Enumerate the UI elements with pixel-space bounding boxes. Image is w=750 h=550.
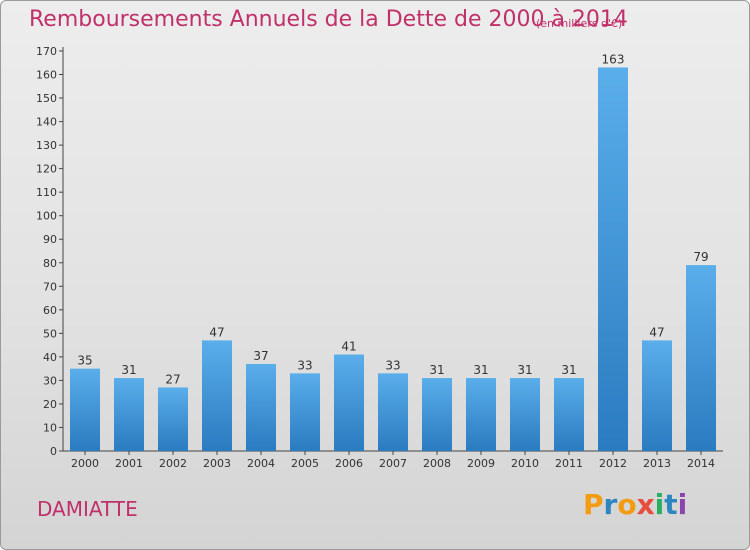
y-tick-label: 110 bbox=[36, 186, 57, 199]
logo-letter: t bbox=[664, 488, 678, 521]
logo-letter: i bbox=[677, 488, 688, 521]
logo-letter: r bbox=[603, 488, 618, 521]
x-tick-label: 2000 bbox=[71, 457, 99, 470]
value-label: 31 bbox=[517, 363, 532, 377]
value-label: 27 bbox=[165, 372, 180, 386]
y-tick-label: 170 bbox=[36, 45, 57, 58]
bar-2009[interactable] bbox=[466, 378, 496, 451]
bar-2003[interactable] bbox=[202, 340, 232, 451]
value-label: 35 bbox=[77, 354, 92, 368]
bar-2005[interactable] bbox=[290, 373, 320, 451]
x-tick-label: 2010 bbox=[511, 457, 539, 470]
value-label: 163 bbox=[602, 52, 625, 66]
y-tick-label: 140 bbox=[36, 116, 57, 129]
y-tick-label: 0 bbox=[50, 445, 57, 458]
y-tick-label: 40 bbox=[43, 351, 57, 364]
y-tick-label: 130 bbox=[36, 139, 57, 152]
bar-2008[interactable] bbox=[422, 378, 452, 451]
logo-letter: i bbox=[654, 488, 665, 521]
chart-unit: (en milliers d'€) bbox=[536, 17, 623, 30]
x-tick-label: 2009 bbox=[467, 457, 495, 470]
y-tick-label: 150 bbox=[36, 92, 57, 105]
y-tick-label: 100 bbox=[36, 210, 57, 223]
value-label: 47 bbox=[209, 325, 224, 339]
bar-2002[interactable] bbox=[158, 387, 188, 451]
proxiti-logo[interactable]: Proxiti bbox=[583, 488, 687, 521]
value-label: 31 bbox=[121, 363, 136, 377]
x-tick-label: 2007 bbox=[379, 457, 407, 470]
value-label: 33 bbox=[385, 358, 400, 372]
value-label: 37 bbox=[253, 349, 268, 363]
bar-2001[interactable] bbox=[114, 378, 144, 451]
value-label: 31 bbox=[561, 363, 576, 377]
bar-2004[interactable] bbox=[246, 363, 276, 451]
chart-bars bbox=[70, 67, 716, 452]
logo-letter: o bbox=[617, 488, 637, 521]
bar-2007[interactable] bbox=[378, 373, 408, 451]
value-label: 31 bbox=[429, 363, 444, 377]
logo-letter: x bbox=[636, 488, 655, 521]
y-tick-label: 30 bbox=[43, 374, 57, 387]
value-label: 33 bbox=[297, 358, 312, 372]
x-tick-label: 2014 bbox=[687, 457, 715, 470]
value-label: 79 bbox=[693, 250, 708, 264]
bar-2011[interactable] bbox=[554, 378, 584, 451]
chart-axes: 0 10 20 30 40 50 60 70 80 90 100 110 120 130 140 150 160… bbox=[36, 45, 723, 470]
x-tick-label: 2006 bbox=[335, 457, 363, 470]
y-tick-label: 80 bbox=[43, 257, 57, 270]
bar-2012[interactable] bbox=[598, 67, 628, 452]
x-tick-label: 2001 bbox=[115, 457, 143, 470]
x-tick-label: 2005 bbox=[291, 457, 319, 470]
y-tick-label: 90 bbox=[43, 233, 57, 246]
bar-2014[interactable] bbox=[686, 265, 716, 451]
bar-2006[interactable] bbox=[334, 354, 364, 451]
value-label: 47 bbox=[649, 325, 664, 339]
x-tick-label: 2013 bbox=[643, 457, 671, 470]
bar-2010[interactable] bbox=[510, 378, 540, 451]
y-tick-label: 160 bbox=[36, 69, 57, 82]
x-tick-label: 2012 bbox=[599, 457, 627, 470]
x-tick-label: 2002 bbox=[159, 457, 187, 470]
value-label: 31 bbox=[473, 363, 488, 377]
logo-letter: P bbox=[583, 488, 604, 521]
value-label: 41 bbox=[341, 340, 356, 354]
x-tick-label: 2008 bbox=[423, 457, 451, 470]
y-tick-label: 10 bbox=[43, 421, 57, 434]
y-tick-label: 60 bbox=[43, 304, 57, 317]
bar-2013[interactable] bbox=[642, 340, 672, 451]
chart-title: Remboursements Annuels de la Dette de 20… bbox=[29, 7, 628, 32]
x-tick-label: 2003 bbox=[203, 457, 231, 470]
y-tick-label: 70 bbox=[43, 280, 57, 293]
y-tick-label: 120 bbox=[36, 163, 57, 176]
y-tick-label: 50 bbox=[43, 327, 57, 340]
x-tick-label: 2004 bbox=[247, 457, 275, 470]
bar-2000[interactable] bbox=[70, 368, 100, 451]
x-tick-label: 2011 bbox=[555, 457, 583, 470]
commune-name: DAMIATTE bbox=[37, 497, 138, 521]
y-tick-label: 20 bbox=[43, 398, 57, 411]
chart-value-labels: 35 31 27 47 37 33 41 33 31 31 31 31 163 47 79 bbox=[77, 52, 708, 386]
